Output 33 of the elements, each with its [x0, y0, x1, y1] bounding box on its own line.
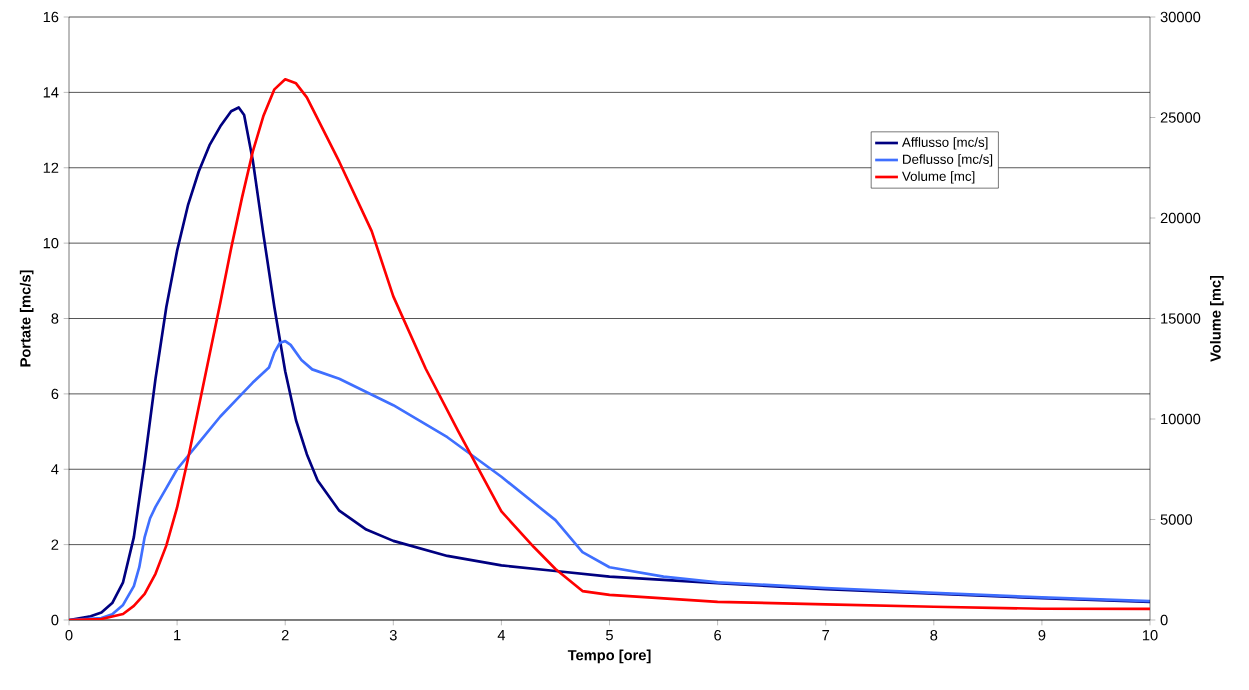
y-tick-label: 16	[43, 11, 59, 23]
y-tick-label: 2	[51, 539, 59, 550]
y2-tick-label: 10000	[1161, 413, 1201, 425]
y-tick-label: 12	[43, 162, 59, 173]
x-tick-label: 2	[281, 630, 289, 641]
legend-label: Afflusso [mc/s]	[901, 137, 988, 150]
y-tick-label: 0	[51, 614, 59, 626]
x-tick-label: 1	[174, 630, 181, 641]
legend-label: Deflusso [mc/s]	[903, 154, 993, 167]
y-axis-title: Portate [mc/s]	[19, 270, 34, 367]
y2-tick-label: 0	[1160, 614, 1168, 626]
x-tick-label: 3	[389, 630, 397, 641]
x-tick-label: 7	[822, 630, 830, 641]
x-tick-label: 8	[930, 630, 938, 641]
x-tick-label: 5	[606, 630, 613, 641]
x-tick-label: 0	[65, 630, 73, 641]
x-tick-label: 6	[714, 630, 722, 641]
y2-axis-title: Volume [mc]	[1210, 275, 1224, 362]
x-tick-label: 10	[1142, 630, 1158, 641]
y2-tick-label: 15000	[1161, 313, 1201, 324]
y2-tick-label: 30000	[1160, 11, 1201, 23]
y-tick-label: 8	[51, 313, 59, 324]
x-tick-label: 9	[1038, 630, 1046, 641]
legend-label: Volume [mc]	[902, 171, 975, 184]
x-axis-title: Tempo [ore]	[567, 649, 651, 664]
y-tick-label: 14	[43, 87, 59, 98]
y-tick-label: 6	[51, 388, 59, 400]
y2-tick-label: 25000	[1160, 112, 1201, 123]
y-tick-label: 4	[51, 464, 59, 475]
x-tick-label: 4	[497, 630, 506, 641]
y-tick-label: 10	[43, 237, 59, 249]
y2-tick-label: 20000	[1160, 212, 1201, 224]
y2-tick-label: 5000	[1160, 514, 1193, 525]
